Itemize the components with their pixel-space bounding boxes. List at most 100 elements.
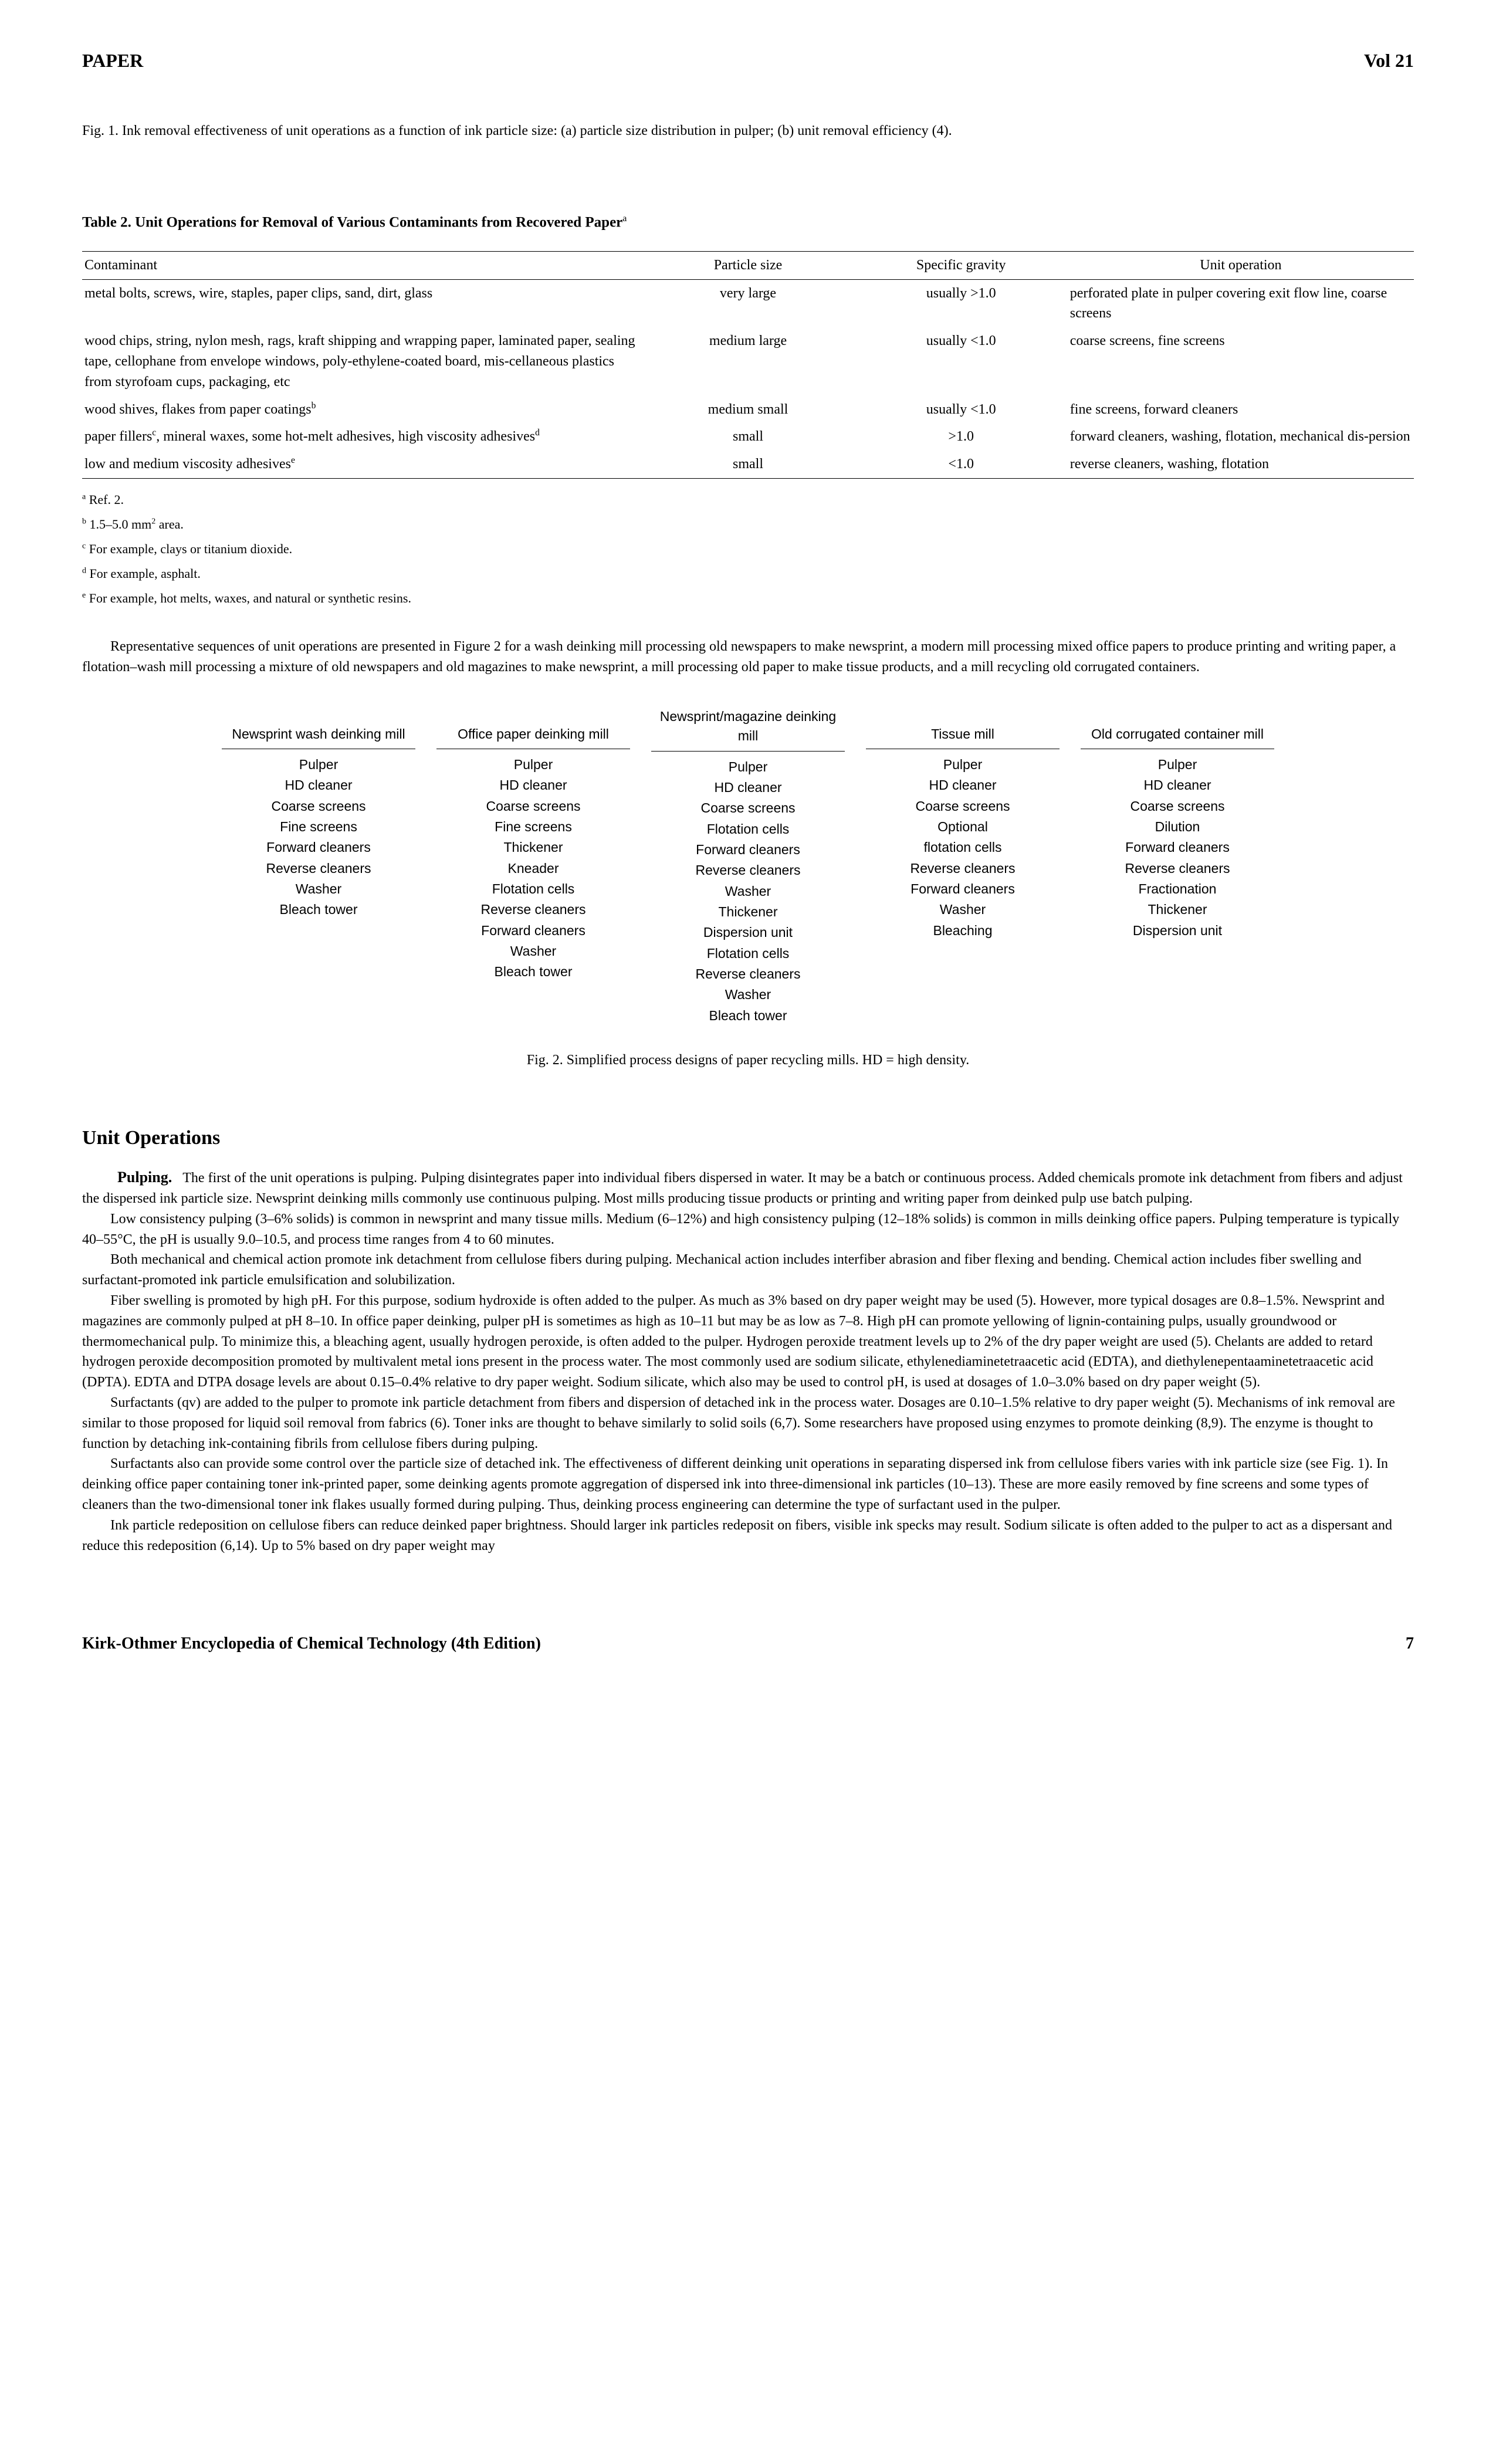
cell-contaminant: paper fillersc, mineral waxes, some hot-… xyxy=(82,423,641,451)
mill-step: Coarse screens xyxy=(222,797,415,816)
section-body: Pulping. The first of the unit operation… xyxy=(82,1166,1414,1556)
mill-step: Reverse cleaners xyxy=(1081,859,1274,878)
table-row: metal bolts, screws, wire, staples, pape… xyxy=(82,279,1414,327)
mill-header: Old corrugated container mill xyxy=(1081,707,1274,749)
mill-step: HD cleaner xyxy=(651,778,845,797)
mill-step: Washer xyxy=(866,900,1060,919)
mill-step: Washer xyxy=(651,985,845,1004)
mill-step: Optional xyxy=(866,817,1060,837)
mill-step: Forward cleaners xyxy=(436,921,630,940)
mill-step: Forward cleaners xyxy=(222,838,415,857)
table-2-footnotes: a Ref. 2. b 1.5–5.0 mm2 area. c For exampl… xyxy=(82,490,1414,607)
figure-2-mills: Newsprint wash deinking millPulperHD cle… xyxy=(82,707,1414,1027)
cell-operation: forward cleaners, washing, flotation, me… xyxy=(1068,423,1414,451)
mill-step: Flotation cells xyxy=(436,879,630,899)
figure-1-caption: Fig. 1. Ink removal effectiveness of uni… xyxy=(82,121,1414,141)
body-paragraph: Surfactants (qv) are added to the pulper… xyxy=(82,1393,1414,1454)
cell-gravity: <1.0 xyxy=(855,451,1068,478)
pulping-lead: Pulping. The first of the unit operation… xyxy=(82,1166,1414,1209)
table-2-title: Table 2. Unit Operations for Removal of … xyxy=(82,212,1414,233)
cell-contaminant: low and medium viscosity adhesivese xyxy=(82,451,641,478)
th-operation: Unit operation xyxy=(1068,251,1414,279)
cell-contaminant: metal bolts, screws, wire, staples, pape… xyxy=(82,279,641,327)
mill-step: Flotation cells xyxy=(651,820,845,839)
figure-2-caption: Fig. 2. Simplified process designs of pa… xyxy=(82,1050,1414,1071)
mill-step: Forward cleaners xyxy=(651,840,845,859)
cell-operation: fine screens, forward cleaners xyxy=(1068,396,1414,424)
mill-step: Fine screens xyxy=(436,817,630,837)
section-heading: Unit Operations xyxy=(82,1123,1414,1152)
header-right: Vol 21 xyxy=(1364,47,1414,74)
table-row: wood shives, flakes from paper coatingsb… xyxy=(82,396,1414,424)
mill-step: Reverse cleaners xyxy=(651,964,845,984)
cell-gravity: >1.0 xyxy=(855,423,1068,451)
mill-step: Dilution xyxy=(1081,817,1274,837)
mill-column: Tissue mill Pulper HD cleaner Coarse screen… xyxy=(866,707,1060,1027)
footer-right: 7 xyxy=(1406,1632,1414,1656)
mill-step: Washer xyxy=(651,882,845,901)
footnote: e For example, hot melts, waxes, and nat… xyxy=(82,589,1414,608)
page-header: PAPER Vol 21 xyxy=(82,47,1414,74)
mill-step: HD cleaner xyxy=(222,776,415,795)
table-row: low and medium viscosity adhesivesesmall… xyxy=(82,451,1414,478)
mill-step: Reverse cleaners xyxy=(436,900,630,919)
page-footer: Kirk-Othmer Encyclopedia of Chemical Tec… xyxy=(82,1632,1414,1656)
footnote: c For example, clays or titanium dioxide… xyxy=(82,540,1414,559)
mill-step: Thickener xyxy=(1081,900,1274,919)
table-header-row: Contaminant Particle size Specific gravi… xyxy=(82,251,1414,279)
mill-step: Reverse cleaners xyxy=(651,861,845,880)
th-size: Particle size xyxy=(641,251,854,279)
mill-step: Kneader xyxy=(436,859,630,878)
mill-column: Old corrugated container mill Pulper HD cl… xyxy=(1081,707,1274,1027)
mill-step: Pulper xyxy=(222,755,415,774)
mill-step: HD cleaner xyxy=(436,776,630,795)
mill-step: Flotation cells xyxy=(651,944,845,963)
mill-step: Coarse screens xyxy=(866,797,1060,816)
mill-step: Pulper xyxy=(651,757,845,777)
cell-size: medium small xyxy=(641,396,854,424)
cell-contaminant: wood chips, string, nylon mesh, rags, kr… xyxy=(82,327,641,395)
mill-step: Pulper xyxy=(436,755,630,774)
mill-header: Tissue mill xyxy=(866,707,1060,749)
mill-step: Washer xyxy=(222,879,415,899)
mill-header: Newsprint/magazine deinking mill xyxy=(651,707,845,752)
mill-header: Office paper deinking mill xyxy=(436,707,630,749)
mill-step: Bleach tower xyxy=(436,962,630,981)
mill-step: Pulper xyxy=(866,755,1060,774)
mill-step: HD cleaner xyxy=(1081,776,1274,795)
mill-column: Newsprint wash deinking mill Pulper HD cle… xyxy=(222,707,415,1027)
cell-size: medium large xyxy=(641,327,854,395)
cell-contaminant: wood shives, flakes from paper coatingsb xyxy=(82,396,641,424)
body-paragraph: Ink particle redeposition on cellulose f… xyxy=(82,1515,1414,1556)
th-contaminant: Contaminant xyxy=(82,251,641,279)
cell-operation: reverse cleaners, washing, flotation xyxy=(1068,451,1414,478)
mill-step: Pulper xyxy=(1081,755,1274,774)
mill-step: Coarse screens xyxy=(1081,797,1274,816)
mill-step: Bleach tower xyxy=(222,900,415,919)
table-row: wood chips, string, nylon mesh, rags, kr… xyxy=(82,327,1414,395)
th-gravity: Specific gravity xyxy=(855,251,1068,279)
header-left: PAPER xyxy=(82,47,143,74)
mill-header: Newsprint wash deinking mill xyxy=(222,707,415,749)
table-2: Contaminant Particle size Specific gravi… xyxy=(82,251,1414,479)
footnote: d For example, asphalt. xyxy=(82,564,1414,583)
footnote: b 1.5–5.0 mm2 area. xyxy=(82,515,1414,534)
cell-size: small xyxy=(641,423,854,451)
mill-step: Coarse screens xyxy=(651,798,845,818)
mill-step: Dispersion unit xyxy=(1081,921,1274,940)
mill-step: Forward cleaners xyxy=(1081,838,1274,857)
mill-column: Office paper deinking mill Pulper HD clean… xyxy=(436,707,630,1027)
body-paragraph: Both mechanical and chemical action prom… xyxy=(82,1250,1414,1291)
mill-step: Thickener xyxy=(436,838,630,857)
cell-operation: perforated plate in pulper covering exit… xyxy=(1068,279,1414,327)
body-paragraph: Fiber swelling is promoted by high pH. F… xyxy=(82,1291,1414,1393)
paragraph-after-table: Representative sequences of unit operati… xyxy=(82,637,1414,678)
mill-step: Bleaching xyxy=(866,921,1060,940)
mill-step: flotation cells xyxy=(866,838,1060,857)
footer-left: Kirk-Othmer Encyclopedia of Chemical Tec… xyxy=(82,1632,541,1656)
mill-step: HD cleaner xyxy=(866,776,1060,795)
table-row: paper fillersc, mineral waxes, some hot-… xyxy=(82,423,1414,451)
mill-step: Reverse cleaners xyxy=(222,859,415,878)
footnote: a Ref. 2. xyxy=(82,490,1414,509)
mill-step: Bleach tower xyxy=(651,1006,845,1025)
